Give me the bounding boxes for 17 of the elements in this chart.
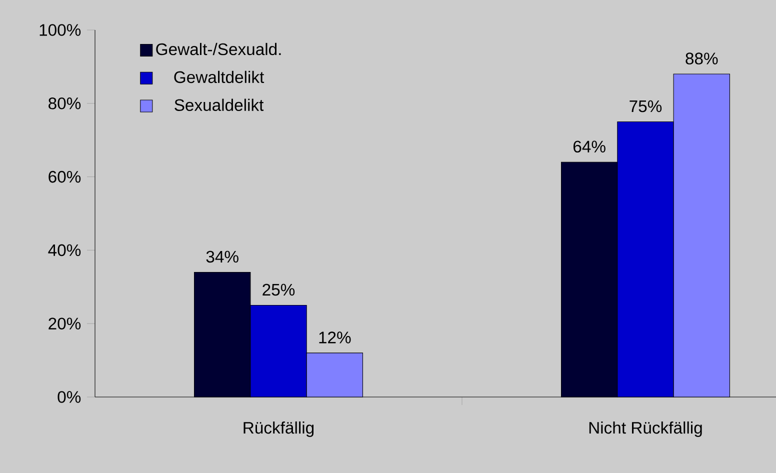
x-tick-label: Nicht Rückfällig — [589, 421, 702, 437]
data-label: 34% — [206, 250, 238, 263]
y-tick-label: 20% — [48, 318, 81, 330]
legend-label: Sexualdelikt — [174, 98, 264, 111]
data-label: 64% — [574, 140, 606, 153]
data-label: 25% — [262, 284, 295, 296]
x-tick-label: Rückfällig — [244, 421, 314, 437]
data-label: 75% — [630, 100, 662, 112]
legend-label: Gewalt-/Sexuald. — [156, 42, 281, 56]
legend-label: Gewaltdelikt — [174, 70, 264, 84]
y-tick-label: 60% — [48, 170, 81, 183]
y-tick-label: 80% — [48, 98, 81, 110]
data-label: 12% — [319, 332, 351, 344]
y-tick-label: 0% — [58, 391, 81, 403]
y-tick-label: 100% — [40, 24, 81, 36]
y-tick-label: 40% — [48, 244, 81, 256]
data-label: 88% — [686, 52, 718, 64]
